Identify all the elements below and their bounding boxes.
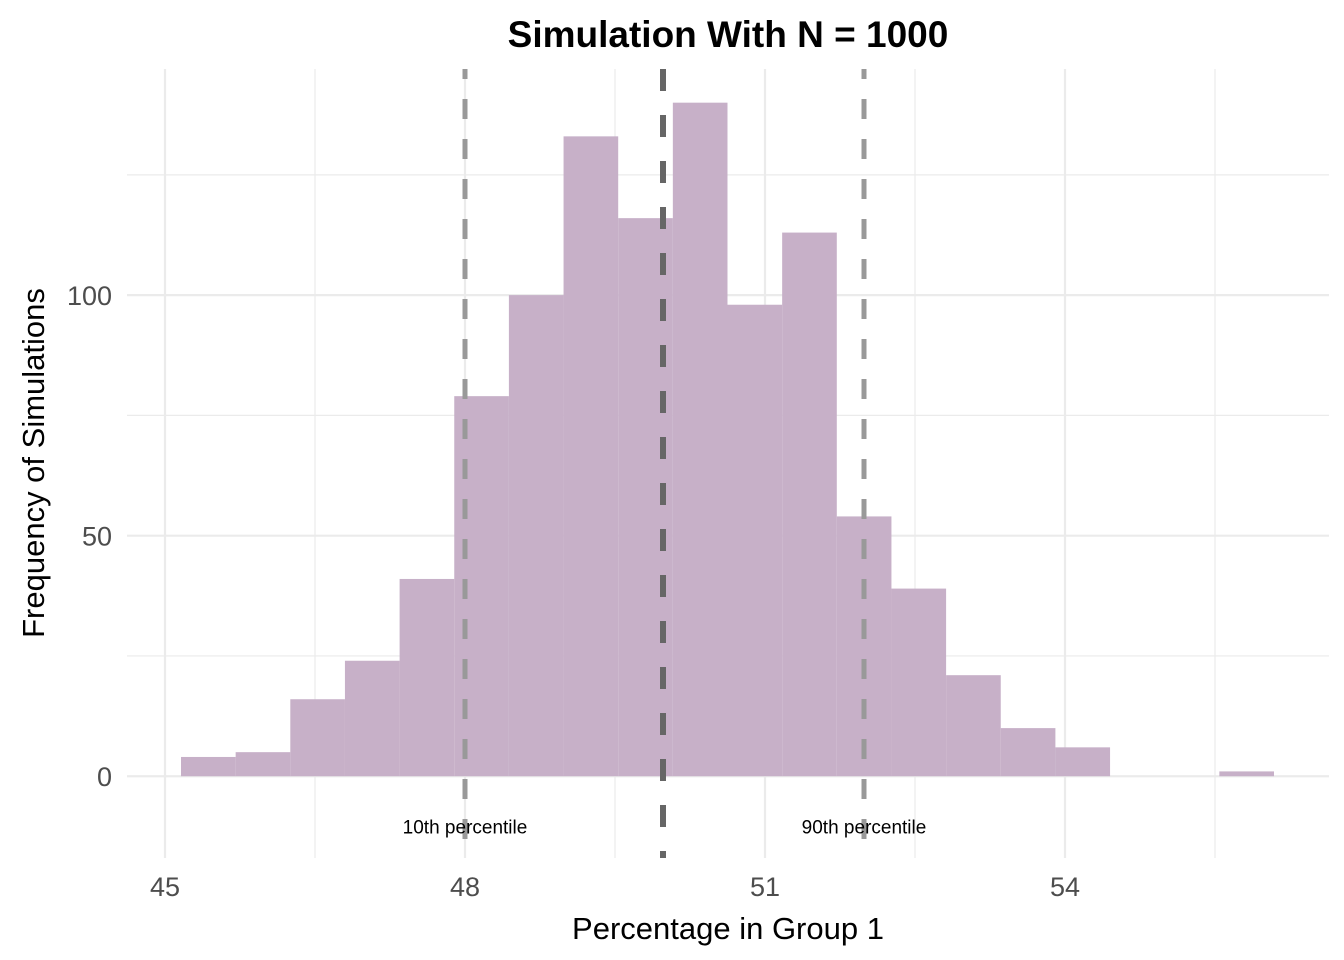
histogram-bar	[508, 295, 564, 777]
histogram-bar	[235, 752, 291, 777]
histogram-bar	[1055, 747, 1111, 777]
y-tick-labels: 0 50 100	[67, 281, 112, 792]
percentile-10-label: 10th percentile	[403, 818, 528, 839]
histogram-bar	[1000, 728, 1056, 777]
histogram-bar	[1219, 771, 1274, 777]
y-axis-title: Frequency of Simulations	[16, 288, 51, 638]
x-tick-label: 45	[150, 872, 180, 902]
histogram-bar	[181, 756, 236, 777]
histogram-bar	[399, 578, 455, 777]
x-tick-label: 54	[1050, 872, 1080, 902]
y-tick-label: 50	[82, 522, 112, 552]
y-tick-label: 100	[67, 281, 112, 311]
histogram-bar	[782, 232, 837, 777]
x-tick-label: 48	[450, 872, 480, 902]
histogram-bar	[344, 660, 400, 777]
histogram-bar	[727, 304, 783, 777]
reference-line-labels: 10th percentile 90th percentile	[403, 818, 927, 839]
x-tick-label: 51	[750, 872, 780, 902]
histogram-bar	[672, 102, 728, 777]
x-tick-labels: 45 48 51 54	[150, 872, 1080, 902]
histogram-bars	[181, 102, 1274, 777]
histogram-bar	[836, 516, 892, 777]
histogram-bar	[563, 136, 619, 777]
reference-lines	[462, 69, 867, 858]
y-tick-label: 0	[97, 762, 112, 792]
histogram-bar	[290, 699, 345, 777]
histogram-bar	[891, 588, 947, 777]
chart-title: Simulation With N = 1000	[508, 14, 949, 55]
percentile-90-label: 90th percentile	[802, 818, 927, 839]
histogram-bar	[946, 675, 1001, 777]
x-axis-title: Percentage in Group 1	[572, 911, 884, 946]
histogram-bar	[454, 396, 509, 777]
